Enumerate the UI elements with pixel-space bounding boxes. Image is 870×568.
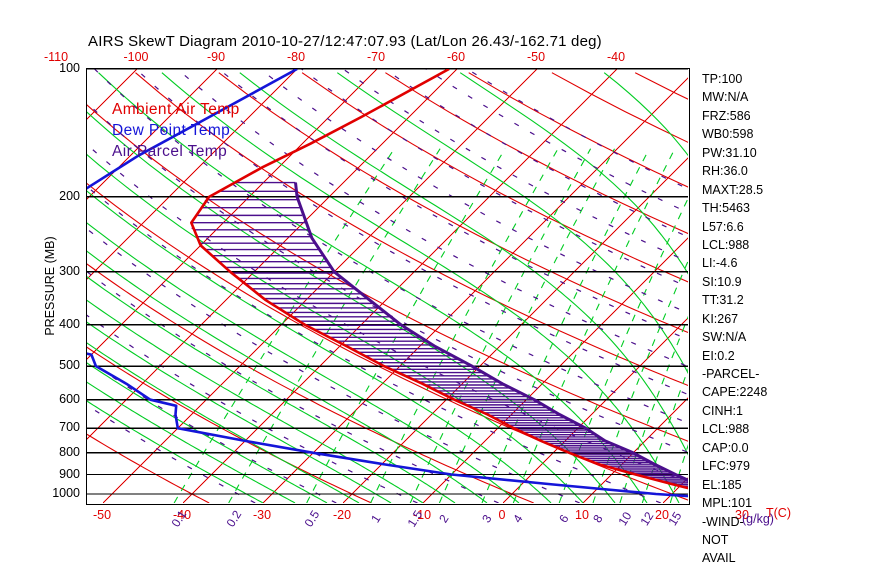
sounding-index-20: CAP:0.0 <box>702 440 749 455</box>
bottom-temp-tick: -50 <box>92 508 112 522</box>
legend-air-parcel-temp: Air Parcel Temp <box>112 143 228 160</box>
sounding-index-4: PW:31.10 <box>702 145 757 160</box>
top-temp-tick: -60 <box>446 50 466 64</box>
mixing-ratio-tick: 2 <box>436 512 453 526</box>
pressure-axis-title: PRESSURE (MB) <box>43 236 57 336</box>
sounding-index-19: LCL:988 <box>702 422 750 437</box>
bottom-temp-tick: 10 <box>575 508 589 522</box>
sounding-index-8: L57:6.6 <box>702 219 744 234</box>
pressure-tick: 1000 <box>52 485 80 500</box>
pressure-tick: 300 <box>59 263 80 278</box>
bottom-temp-tick: -20 <box>332 508 352 522</box>
sounding-index-16: -PARCEL- <box>702 367 760 381</box>
skewt-plot-area <box>86 68 690 505</box>
mixing-ratio-tick: 6 <box>556 512 572 526</box>
pressure-tick: 700 <box>59 420 80 435</box>
mixing-ratio-tick: 1 <box>367 512 384 526</box>
sounding-index-10: LI:-4.6 <box>702 256 738 271</box>
sounding-index-17: CAPE:2248 <box>702 385 768 400</box>
pressure-tick: 900 <box>59 466 80 481</box>
sounding-index-1: MW:N/A <box>702 90 749 105</box>
bottom-temp-tick: -40 <box>172 508 192 522</box>
mixing-ratio-tick: 8 <box>590 512 606 526</box>
pressure-tick: 100 <box>59 61 80 75</box>
sounding-index-12: TT:31.2 <box>702 293 744 308</box>
sounding-index-3: WB0:598 <box>702 127 754 142</box>
sounding-index-11: SI:10.9 <box>702 274 742 289</box>
top-temp-tick: -110 <box>43 50 69 64</box>
sounding-index-9: LCL:988 <box>702 237 750 252</box>
top-temp-tick: -90 <box>206 50 226 64</box>
skewt-plot-svg <box>87 69 688 503</box>
sounding-indices-panel: TP:100 MW:N/A FRZ:586 WB0:598 PW:31.10 RH:36.… <box>702 70 862 568</box>
mixing-ratio-unit-label: (g/kg) <box>742 512 774 526</box>
page-title: AIRS SkewT Diagram 2010-10-27/12:47:07.9… <box>88 33 602 50</box>
mixing-ratio-tick: 3 <box>479 512 495 526</box>
mixing-ratio-tick: 10 <box>615 509 635 529</box>
legend-dew-point-temp: Dew Point Temp <box>112 122 231 139</box>
bottom-temp-tick: 0 <box>498 508 506 522</box>
sounding-index-24: -WIND- <box>702 514 744 529</box>
sounding-index-6: MAXT:28.5 <box>702 182 764 197</box>
temperature-unit-label: T(C) <box>766 506 791 520</box>
top-temp-tick: -50 <box>526 50 546 64</box>
sounding-index-22: EL:185 <box>702 477 742 492</box>
sounding-index-25: NOT <box>702 532 729 547</box>
sounding-index-21: LFC:979 <box>702 459 750 474</box>
sounding-index-15: EI:0.2 <box>702 348 735 363</box>
pressure-tick: 400 <box>59 316 80 331</box>
sounding-index-2: FRZ:586 <box>702 108 751 123</box>
bottom-temp-tick: 20 <box>655 508 669 522</box>
legend-ambient-air-temp: Ambient Air Temp <box>112 101 240 118</box>
bottom-temp-tick: -10 <box>412 508 432 522</box>
bottom-temp-tick: -30 <box>252 508 272 522</box>
mixing-ratio-tick: 0.2 <box>223 507 244 530</box>
sounding-index-0: TP:100 <box>702 72 743 86</box>
bottom-temp-tick: 30 <box>735 508 749 522</box>
mixing-ratio-tick: 12 <box>637 509 657 529</box>
sounding-index-18: CINH:1 <box>702 403 743 418</box>
sounding-index-5: RH:36.0 <box>702 164 748 179</box>
top-temp-tick: -70 <box>366 50 386 64</box>
sounding-index-7: TH:5463 <box>702 201 750 216</box>
sounding-index-26: AVAIL <box>702 551 736 566</box>
pressure-tick: 800 <box>59 444 80 459</box>
sounding-index-23: MPL:101 <box>702 496 753 511</box>
top-temp-tick: -100 <box>123 50 149 64</box>
pressure-tick: 200 <box>59 188 80 203</box>
sounding-index-13: KI:267 <box>702 311 739 326</box>
top-temp-tick: -40 <box>606 50 626 64</box>
pressure-tick: 600 <box>59 391 80 406</box>
top-temp-tick: -80 <box>286 50 306 64</box>
mixing-ratio-tick: 0.5 <box>301 507 322 530</box>
mixing-ratio-tick: 4 <box>510 512 526 526</box>
pressure-tick: 500 <box>59 358 80 373</box>
sounding-index-14: SW:N/A <box>702 330 747 345</box>
